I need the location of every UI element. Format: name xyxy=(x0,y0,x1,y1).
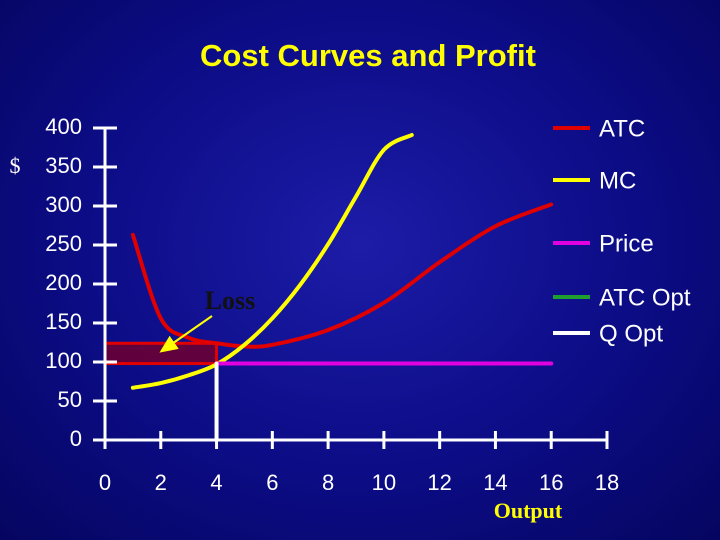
y-axis-label: $ xyxy=(10,153,21,178)
x-tick-label: 10 xyxy=(372,470,396,495)
x-tick-label: 4 xyxy=(210,470,222,495)
legend-label: ATC xyxy=(599,115,645,142)
y-tick-label: 0 xyxy=(70,426,82,451)
loss-area xyxy=(103,341,219,366)
y-tick-label: 250 xyxy=(45,231,82,256)
x-tick-label: 14 xyxy=(483,470,507,495)
legend-label: MC xyxy=(599,167,636,194)
legend-label: Q Opt xyxy=(599,320,663,347)
x-tick-label: 2 xyxy=(155,470,167,495)
y-tick-label: 100 xyxy=(45,348,82,373)
x-tick-label: 8 xyxy=(322,470,334,495)
series-line xyxy=(130,202,554,349)
y-tick-label: 200 xyxy=(45,270,82,295)
legend-label: Price xyxy=(599,230,654,257)
legend-label: ATC Opt xyxy=(599,284,691,311)
x-tick-label: 6 xyxy=(266,470,278,495)
chart-title: Cost Curves and Profit xyxy=(200,38,536,73)
x-tick-label: 18 xyxy=(595,470,619,495)
annotation: Loss xyxy=(205,286,256,315)
y-tick-label: 150 xyxy=(45,309,82,334)
y-tick-label: 350 xyxy=(45,153,82,178)
y-tick-label: 400 xyxy=(45,114,82,139)
y-tick-label: 50 xyxy=(58,387,82,412)
annotation-arrow xyxy=(159,315,213,353)
y-tick-label: 300 xyxy=(45,192,82,217)
series-line xyxy=(130,133,414,390)
x-tick-label: 12 xyxy=(427,470,451,495)
x-axis-label: Output xyxy=(494,498,563,523)
x-tick-label: 0 xyxy=(99,470,111,495)
x-tick-label: 16 xyxy=(539,470,563,495)
